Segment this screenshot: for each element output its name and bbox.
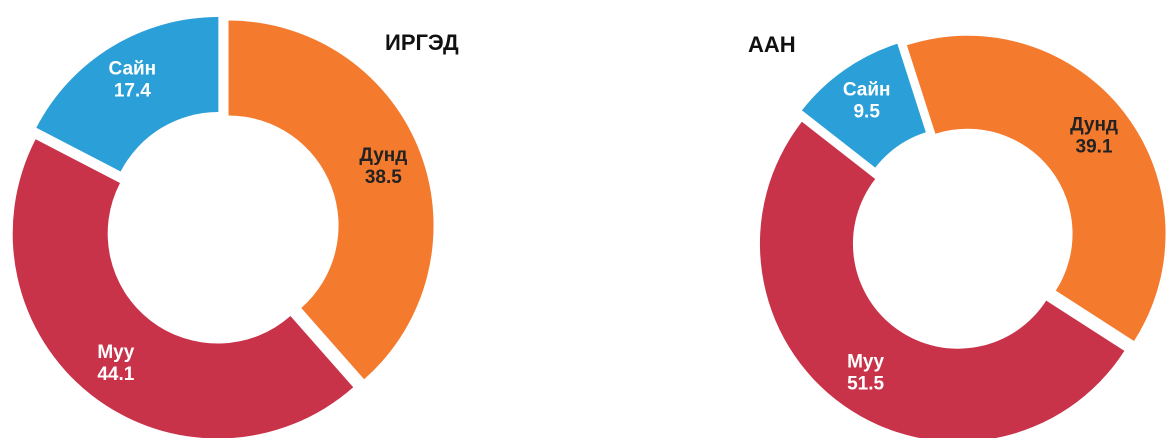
- slice-value: 9.5: [853, 101, 880, 122]
- slice-value: 38.5: [365, 167, 402, 188]
- slice-label: Муу: [97, 342, 134, 363]
- donut-slice: [228, 20, 434, 380]
- slice-value: 44.1: [97, 364, 134, 385]
- slice-value: 17.4: [114, 81, 151, 102]
- chart-title: ААН: [748, 32, 796, 57]
- slice-label: Сайн: [843, 79, 891, 100]
- slice-label: Дунд: [1070, 115, 1118, 136]
- slice-label: Муу: [847, 352, 884, 373]
- donut-slice: [12, 139, 354, 438]
- donut-slice: [801, 43, 926, 168]
- slice-label: Дунд: [359, 145, 407, 166]
- donut-slice: [759, 121, 1125, 438]
- donut-slice: [906, 35, 1166, 341]
- donut-slice: [36, 17, 219, 172]
- slice-value: 51.5: [847, 374, 884, 395]
- chart-title: ИРГЭД: [385, 30, 459, 55]
- slice-value: 39.1: [1076, 137, 1113, 158]
- slice-label: Сайн: [108, 59, 156, 80]
